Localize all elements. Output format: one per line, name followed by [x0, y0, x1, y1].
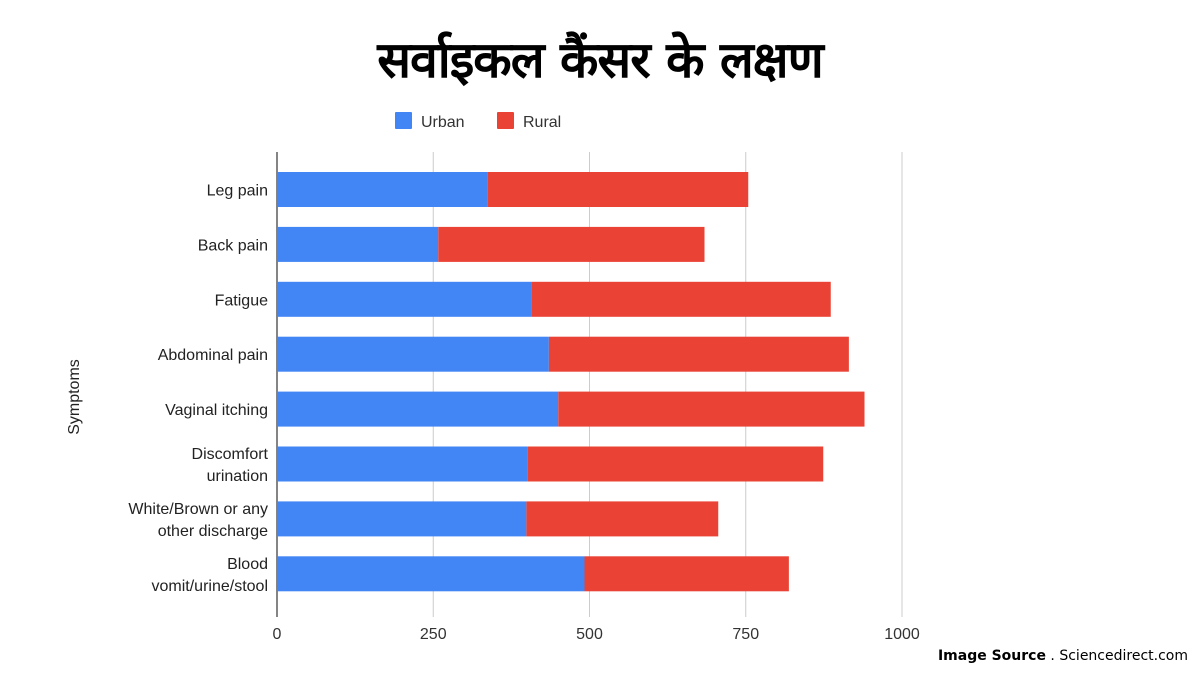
image-source-value: Sciencedirect.com	[1059, 648, 1188, 664]
image-source: Image Source . Sciencedirect.com	[938, 648, 1188, 664]
bar-urban	[277, 281, 532, 317]
bar-rural	[526, 501, 719, 537]
bar-rural	[584, 556, 789, 592]
category-label: Vaginal itching	[165, 402, 268, 419]
image-source-label: Image Source	[937, 648, 1046, 664]
bar-urban	[277, 446, 528, 482]
x-tick-label: 500	[576, 626, 603, 643]
legend-label: Urban	[421, 114, 465, 131]
bar-rural	[531, 281, 831, 317]
category-label: Fatigue	[215, 292, 268, 309]
category-label: Abdominal pain	[158, 347, 268, 364]
legend-label: Rural	[523, 114, 561, 131]
bar-rural	[558, 391, 865, 427]
bar-urban	[277, 501, 527, 537]
category-label: White/Brown or any other discharge	[128, 501, 268, 540]
legend-swatch-rural	[497, 112, 514, 129]
category-label: Discomfort urination	[192, 446, 269, 485]
image-source-separator: .	[1045, 648, 1060, 664]
bar-urban	[277, 336, 549, 372]
y-axis-title: Symptoms	[66, 359, 83, 435]
x-tick-label: 250	[420, 626, 447, 643]
bar-urban	[277, 172, 488, 207]
category-label: Leg pain	[207, 183, 268, 200]
x-tick-label: 1000	[884, 626, 920, 643]
bar-rural	[438, 226, 705, 262]
page-title: सर्वाइकल कैंसर के लक्षण	[377, 31, 824, 89]
bar-urban	[277, 226, 439, 262]
chart-bars	[277, 172, 865, 592]
x-tick-label: 750	[732, 626, 759, 643]
category-label: Blood vomit/urine/stool	[152, 556, 269, 595]
bar-rural	[548, 336, 849, 372]
x-tick-label: 0	[273, 626, 282, 643]
chart-grid	[276, 152, 903, 617]
chart-legend: Urban Rural	[395, 112, 561, 131]
x-axis-ticks: 0 250 500 750 1000	[273, 626, 920, 643]
legend-swatch-urban	[395, 112, 412, 129]
category-labels: Leg pain Back pain Fatigue Abdominal pain Va…	[128, 183, 268, 595]
category-label: Back pain	[198, 237, 268, 254]
bar-urban	[277, 556, 585, 592]
bar-urban	[277, 391, 559, 427]
bar-rural	[527, 446, 824, 482]
bar-rural	[487, 172, 749, 207]
